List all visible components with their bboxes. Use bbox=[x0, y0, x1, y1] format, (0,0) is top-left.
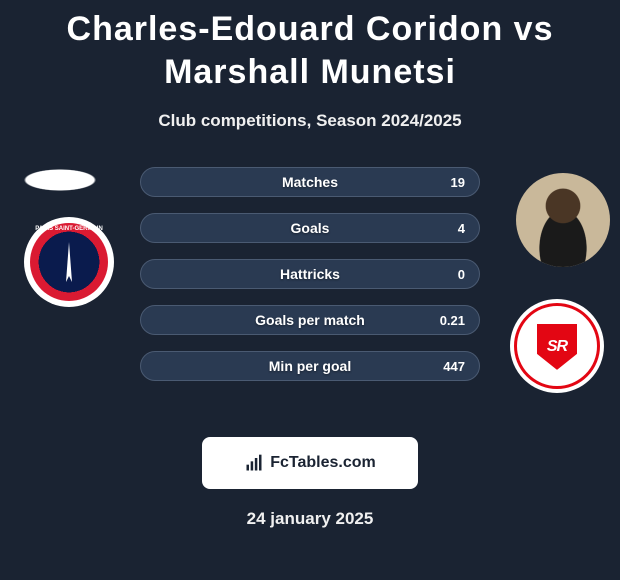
stat-label: Min per goal bbox=[269, 358, 351, 374]
player-left-avatar bbox=[10, 165, 110, 195]
stats-area: PARIS SAINT-GERMAIN SR Matches 19 Goals … bbox=[0, 167, 620, 407]
stat-label: Goals per match bbox=[255, 312, 365, 328]
stat-pill-goals: Goals 4 bbox=[140, 213, 480, 243]
stat-label: Goals bbox=[291, 220, 330, 236]
subtitle: Club competitions, Season 2024/2025 bbox=[0, 111, 620, 131]
bar-chart-icon bbox=[244, 453, 264, 473]
psg-crest-text: PARIS SAINT-GERMAIN bbox=[30, 223, 108, 301]
brand-text: FcTables.com bbox=[270, 454, 376, 472]
brand-box[interactable]: FcTables.com bbox=[202, 437, 418, 489]
stat-value-right: 0.21 bbox=[440, 313, 465, 328]
stat-value-right: 447 bbox=[443, 359, 465, 374]
stat-label: Hattricks bbox=[280, 266, 340, 282]
stat-pill-hattricks: Hattricks 0 bbox=[140, 259, 480, 289]
date-label: 24 january 2025 bbox=[0, 509, 620, 529]
stat-value-right: 19 bbox=[451, 175, 465, 190]
player-right-avatar bbox=[516, 173, 610, 267]
stat-pill-matches: Matches 19 bbox=[140, 167, 480, 197]
reims-monogram: SR bbox=[547, 338, 567, 356]
stat-label: Matches bbox=[282, 174, 338, 190]
stat-value-right: 4 bbox=[458, 221, 465, 236]
club-right-badge: SR bbox=[510, 299, 600, 389]
page-title: Charles-Edouard Coridon vs Marshall Mune… bbox=[0, 0, 620, 97]
stat-pill-min-per-goal: Min per goal 447 bbox=[140, 351, 480, 381]
stat-pill-goals-per-match: Goals per match 0.21 bbox=[140, 305, 480, 335]
club-left-badge: PARIS SAINT-GERMAIN bbox=[24, 217, 114, 307]
stat-value-right: 0 bbox=[458, 267, 465, 282]
reims-crest: SR bbox=[510, 299, 604, 393]
stat-pill-column: Matches 19 Goals 4 Hattricks 0 Goals per… bbox=[140, 167, 480, 381]
psg-crest: PARIS SAINT-GERMAIN bbox=[24, 217, 114, 307]
